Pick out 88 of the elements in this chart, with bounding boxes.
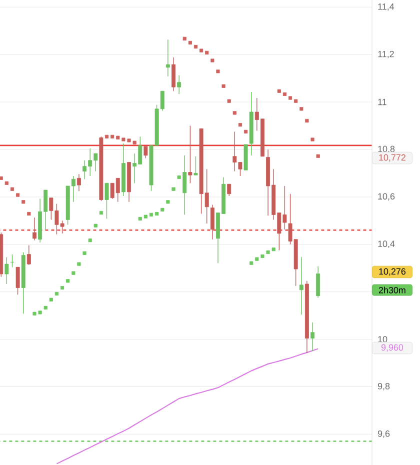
y-tick-label: 11,2	[378, 50, 394, 58]
candlestick	[188, 125, 192, 184]
point	[266, 250, 270, 254]
candlestick	[144, 146, 148, 159]
point	[210, 58, 214, 62]
point	[138, 216, 142, 221]
candlestick	[299, 256, 304, 315]
point	[160, 208, 164, 212]
point	[10, 187, 14, 191]
point	[294, 99, 298, 103]
point	[205, 50, 209, 54]
y-tick-label: 9,8	[378, 383, 390, 390]
candlestick	[194, 156, 198, 176]
point	[282, 92, 286, 96]
point	[132, 140, 136, 144]
point	[94, 224, 98, 228]
point	[244, 130, 248, 134]
point	[155, 212, 159, 216]
y-tick-label: 10,8	[378, 146, 395, 154]
candlestick	[26, 244, 31, 266]
point	[77, 262, 81, 266]
point	[300, 107, 304, 111]
candlestick	[16, 266, 20, 296]
point	[232, 111, 236, 115]
candlestick	[172, 57, 176, 92]
point	[272, 248, 276, 252]
point	[177, 175, 181, 180]
point	[200, 48, 204, 52]
point	[194, 44, 198, 49]
point	[22, 200, 26, 204]
point	[172, 187, 176, 191]
point	[277, 89, 281, 93]
candlestick	[32, 217, 36, 241]
point	[16, 193, 20, 197]
y-tick-label: 9,6	[378, 430, 390, 438]
point	[310, 138, 314, 142]
point	[250, 261, 254, 265]
point	[60, 286, 64, 290]
point	[0, 176, 3, 180]
point	[166, 200, 170, 204]
text: 10,276	[379, 268, 406, 276]
point	[238, 122, 242, 127]
text: 9,960	[381, 344, 404, 352]
candlestick	[166, 39, 170, 77]
point	[27, 212, 31, 216]
point	[116, 136, 120, 140]
point	[144, 214, 148, 218]
point	[222, 84, 226, 88]
candlestick	[177, 74, 182, 95]
y-tick-label: 10,4	[378, 240, 395, 248]
candlestick	[227, 184, 232, 196]
candlestick	[104, 182, 109, 220]
point	[66, 279, 70, 283]
point	[182, 36, 186, 40]
point	[288, 96, 292, 100]
point	[188, 40, 192, 44]
point	[72, 271, 76, 275]
point	[82, 251, 86, 255]
point	[149, 212, 154, 216]
candlestick	[4, 256, 9, 284]
point	[227, 99, 231, 103]
point	[305, 118, 309, 123]
point	[216, 70, 220, 74]
candlestick	[310, 322, 314, 352]
point	[88, 238, 92, 242]
y-tick-label: 10,6	[378, 193, 395, 201]
point	[110, 134, 114, 138]
point	[260, 254, 264, 258]
point	[38, 310, 42, 314]
point	[32, 312, 36, 316]
point	[4, 181, 8, 185]
candlestick	[316, 266, 320, 298]
text: 2h30m	[378, 286, 406, 294]
text: 10,772	[379, 154, 406, 162]
point	[255, 257, 259, 261]
y-tick-label: 10	[378, 336, 388, 342]
point	[44, 306, 48, 310]
point	[54, 292, 59, 296]
point	[127, 138, 131, 142]
candlestick	[76, 174, 81, 192]
point	[99, 211, 103, 215]
y-tick-label: 11,4	[378, 3, 394, 11]
point	[49, 298, 53, 302]
point	[316, 154, 320, 158]
point	[104, 134, 109, 138]
point	[122, 138, 126, 142]
candlestick	[210, 204, 214, 240]
y-tick-label: 11	[378, 98, 386, 106]
